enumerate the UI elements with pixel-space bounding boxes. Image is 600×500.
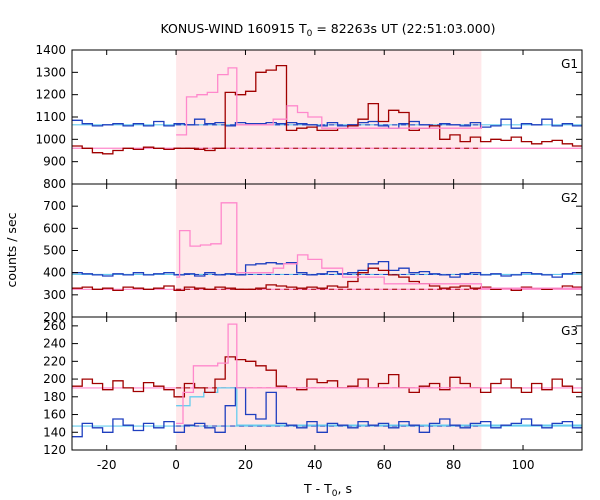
x-tick-label: 40 xyxy=(307,458,322,472)
y-tick-label: 1200 xyxy=(35,88,66,102)
panel-frame xyxy=(71,316,583,451)
x-tick-label: 20 xyxy=(238,458,253,472)
x-axis-label: T - T0, s xyxy=(303,481,352,499)
y-tick-label: 700 xyxy=(43,199,66,213)
y-tick-label: 180 xyxy=(43,390,66,404)
y-tick-label: 220 xyxy=(43,354,66,368)
shaded-interval xyxy=(176,50,482,184)
panel-g3: 120 140 160 180 200 220 240 260 G3 xyxy=(43,316,583,457)
y-tick-label: 1000 xyxy=(35,132,66,146)
panel-label: G1 xyxy=(561,57,578,71)
panel-data xyxy=(72,323,582,438)
series-red xyxy=(72,64,582,155)
y-tick-label: 160 xyxy=(43,408,66,422)
panel-label: G3 xyxy=(561,324,578,338)
y-tick-label: 600 xyxy=(43,221,66,235)
series-blue xyxy=(72,260,582,278)
shaded-interval xyxy=(176,184,482,317)
series-pink xyxy=(176,202,582,289)
y-tick-label: 240 xyxy=(43,337,66,351)
series-pink xyxy=(176,67,483,136)
y-axis-label: counts / sec xyxy=(4,212,19,287)
panels-group: 80090010001100120013001400G1200300400500… xyxy=(35,43,583,472)
y-tick-label: 1400 xyxy=(35,43,66,57)
y-tick-label: 1100 xyxy=(35,110,66,124)
y-tick-label: 200 xyxy=(43,372,66,386)
y-tick-label: 140 xyxy=(43,425,66,439)
y-tick-label: 260 xyxy=(43,319,66,333)
y-tick-label: 800 xyxy=(43,177,66,191)
panel-label: G2 xyxy=(561,191,578,205)
series-pink xyxy=(176,323,482,425)
y-tick-label: 400 xyxy=(43,266,66,280)
chart-title: KONUS-WIND 160915 T0 = 82263s UT (22:51:… xyxy=(160,21,495,39)
y-tick-label: 300 xyxy=(43,288,66,302)
x-tick-label: -20 xyxy=(97,458,117,472)
series-blue xyxy=(72,387,582,438)
series-red xyxy=(72,356,582,398)
x-tick-label: 60 xyxy=(377,458,392,472)
series-red xyxy=(72,267,582,292)
panel-data xyxy=(72,64,582,155)
panel-g2: 200 300 400 500 600 700 G2 xyxy=(43,183,583,324)
y-tick-label: 200 xyxy=(43,310,66,324)
panel-g1: 800 900 1000 1100 1200 1300 1400 G1 xyxy=(35,43,583,191)
y-tick-label: 900 xyxy=(43,155,66,169)
series-blue xyxy=(72,118,582,129)
x-tick-label: 0 xyxy=(172,458,180,472)
y-tick-label: 500 xyxy=(43,244,66,258)
panel-data xyxy=(72,202,582,292)
x-tick-label: 80 xyxy=(446,458,461,472)
y-tick-label: 120 xyxy=(43,443,66,457)
x-tick-label: 100 xyxy=(512,458,535,472)
y-tick-label: 1300 xyxy=(35,65,66,79)
